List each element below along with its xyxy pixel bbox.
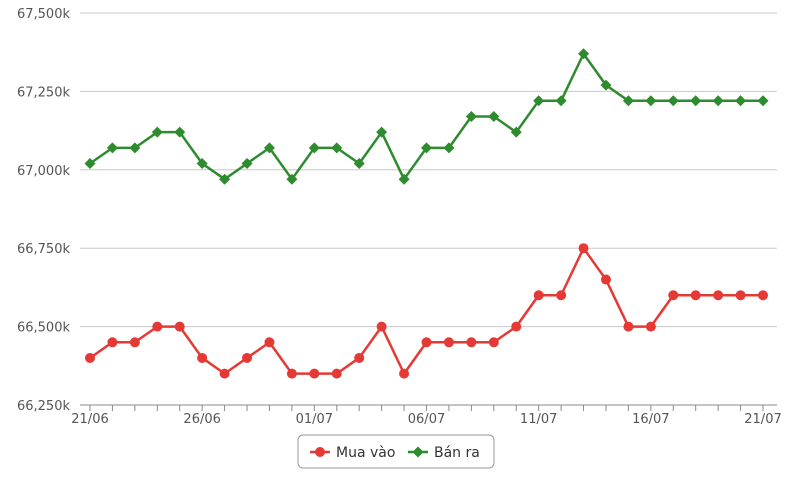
data-point[interactable] xyxy=(690,95,702,107)
data-point[interactable] xyxy=(376,126,388,138)
legend[interactable]: Mua vào Bán ra xyxy=(297,434,495,469)
data-point[interactable] xyxy=(152,321,163,332)
legend-item-ban-ra[interactable]: Bán ra xyxy=(408,445,480,461)
y-tick-label: 66,250k xyxy=(17,399,70,414)
data-point[interactable] xyxy=(712,95,724,107)
data-point[interactable] xyxy=(622,95,634,107)
data-point[interactable] xyxy=(488,337,499,348)
data-point[interactable] xyxy=(399,368,410,379)
legend-item-mua-vao[interactable]: Mua vào xyxy=(310,445,395,461)
series-layer xyxy=(84,48,769,379)
x-tick-label: 26/06 xyxy=(183,412,220,427)
data-point[interactable] xyxy=(286,173,298,185)
data-point[interactable] xyxy=(309,368,320,379)
data-point[interactable] xyxy=(600,274,611,285)
data-point[interactable] xyxy=(443,142,455,154)
data-point[interactable] xyxy=(645,321,656,332)
data-point[interactable] xyxy=(242,352,253,363)
series-ban-ra[interactable] xyxy=(84,48,769,185)
data-point[interactable] xyxy=(466,337,477,348)
data-point[interactable] xyxy=(219,368,230,379)
y-tick-label: 67,250k xyxy=(17,85,70,100)
data-point[interactable] xyxy=(174,321,185,332)
data-point[interactable] xyxy=(85,352,95,363)
legend-label: Mua vào xyxy=(336,445,395,461)
data-point[interactable] xyxy=(623,321,634,332)
data-point[interactable] xyxy=(556,290,567,301)
data-point[interactable] xyxy=(735,95,747,107)
data-point[interactable] xyxy=(578,243,589,254)
legend-marker xyxy=(412,446,424,458)
data-point[interactable] xyxy=(578,48,590,60)
y-axis-ticks: 66,250k 66,500k 66,750k 67,000k 67,250k 67,50… xyxy=(17,7,70,414)
data-point[interactable] xyxy=(84,158,96,170)
data-point[interactable] xyxy=(331,368,342,379)
data-point[interactable] xyxy=(286,368,297,379)
data-point[interactable] xyxy=(443,337,454,348)
data-point[interactable] xyxy=(398,173,410,185)
series-mua-vao[interactable] xyxy=(85,243,768,379)
data-point[interactable] xyxy=(174,126,186,138)
x-tick-label: 01/07 xyxy=(296,412,333,427)
data-point[interactable] xyxy=(107,337,118,348)
data-point[interactable] xyxy=(735,290,746,301)
data-point[interactable] xyxy=(488,110,500,122)
data-point[interactable] xyxy=(354,352,365,363)
data-point[interactable] xyxy=(129,337,140,348)
legend-box xyxy=(297,434,495,469)
data-point[interactable] xyxy=(757,95,769,107)
data-point[interactable] xyxy=(713,290,724,301)
data-point[interactable] xyxy=(151,126,163,138)
data-point[interactable] xyxy=(106,142,118,154)
data-point[interactable] xyxy=(219,173,231,185)
data-point[interactable] xyxy=(353,158,365,170)
y-tick-label: 67,500k xyxy=(17,7,70,22)
y-tick-label: 66,500k xyxy=(17,321,70,336)
grid-lines xyxy=(80,12,777,328)
data-point[interactable] xyxy=(511,321,522,332)
data-point[interactable] xyxy=(600,79,612,91)
data-point[interactable] xyxy=(264,337,275,348)
data-point[interactable] xyxy=(241,158,253,170)
data-point[interactable] xyxy=(668,290,679,301)
x-tick-label: 21/07 xyxy=(744,412,781,427)
y-tick-label: 66,750k xyxy=(17,242,70,257)
y-tick-label: 67,000k xyxy=(17,164,70,179)
data-point[interactable] xyxy=(667,95,679,107)
x-tick-label: 16/07 xyxy=(632,412,669,427)
data-point[interactable] xyxy=(421,337,432,348)
data-point[interactable] xyxy=(533,95,545,107)
series-line xyxy=(89,246,763,375)
data-point[interactable] xyxy=(645,95,657,107)
data-point[interactable] xyxy=(555,95,567,107)
data-point[interactable] xyxy=(331,142,343,154)
data-point[interactable] xyxy=(263,142,275,154)
data-point[interactable] xyxy=(129,142,141,154)
series-line xyxy=(89,52,763,181)
data-point[interactable] xyxy=(465,110,477,122)
data-point[interactable] xyxy=(196,158,208,170)
data-point[interactable] xyxy=(197,352,208,363)
x-axis: 21/06 26/06 01/07 06/07 11/07 16/07 21/07 xyxy=(71,404,782,427)
data-point[interactable] xyxy=(690,290,701,301)
x-tick-label: 21/06 xyxy=(71,412,108,427)
data-point[interactable] xyxy=(308,142,320,154)
data-point[interactable] xyxy=(421,142,432,154)
legend-marker xyxy=(315,447,325,457)
data-point[interactable] xyxy=(533,290,544,301)
x-tick-label: 11/07 xyxy=(520,412,557,427)
legend-label: Bán ra xyxy=(434,445,480,461)
data-point[interactable] xyxy=(510,126,522,138)
x-tick-label: 06/07 xyxy=(408,412,445,427)
data-point[interactable] xyxy=(376,321,387,332)
data-point[interactable] xyxy=(758,290,768,301)
